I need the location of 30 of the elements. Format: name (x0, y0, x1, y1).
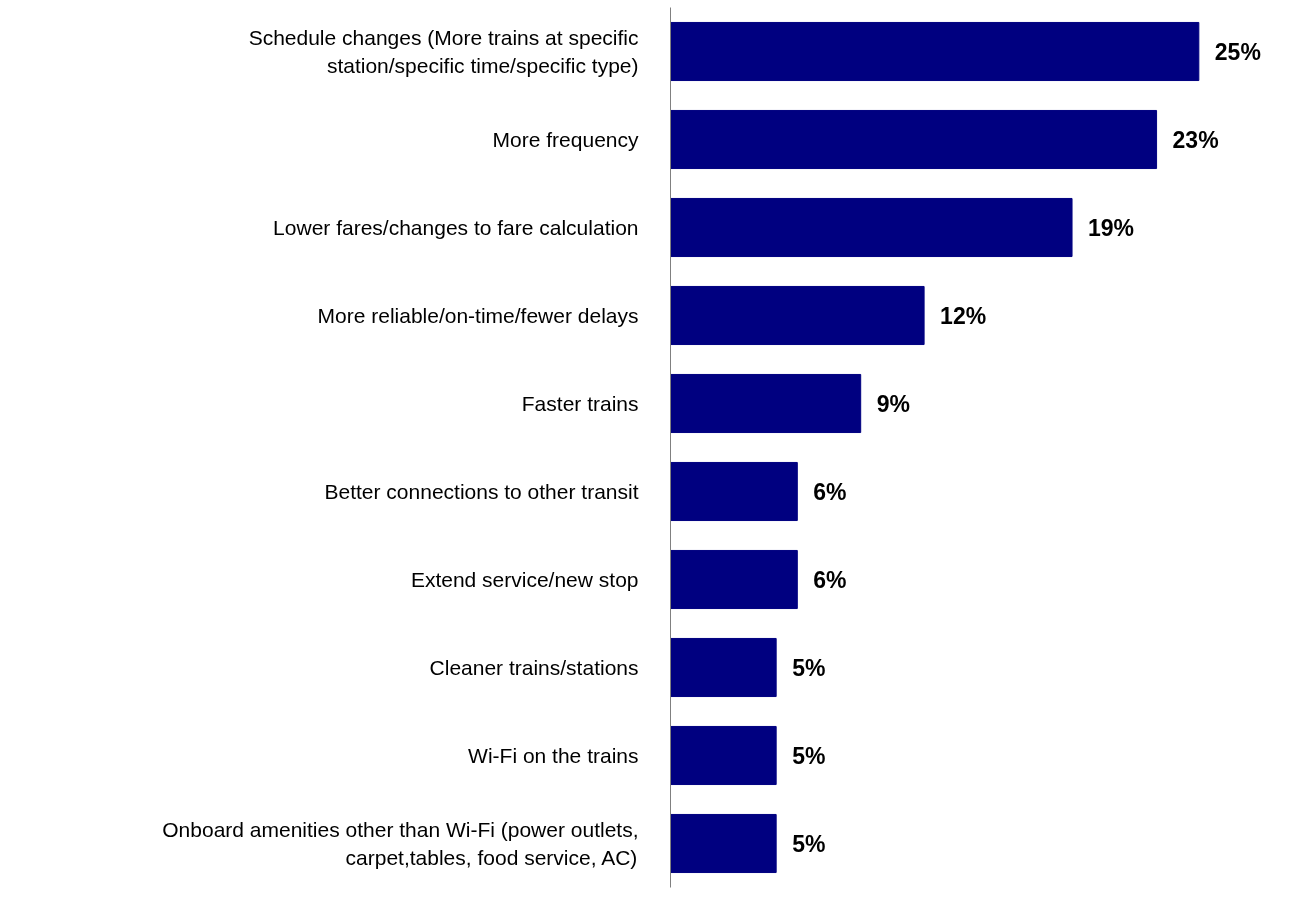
y-tick-label: Faster trains (521, 392, 639, 415)
data-label: 19% (1088, 214, 1135, 241)
bar (670, 637, 777, 698)
y-tick-label: Extend service/new stop (410, 568, 639, 591)
data-label: 5% (792, 654, 826, 681)
bar (670, 725, 777, 786)
y-tick-label: More frequency (492, 128, 639, 151)
data-label: 6% (813, 566, 847, 593)
y-tick-label: Wi-Fi on the trains (468, 744, 639, 767)
data-label: 5% (792, 742, 826, 769)
y-tick-label: Onboard amenities other than Wi-Fi (power outlets, carpet,tables, food service, AC) (162, 818, 639, 869)
data-label: 12% (940, 302, 987, 329)
bar (670, 373, 862, 434)
data-label: 6% (813, 478, 847, 505)
bar (670, 813, 777, 874)
y-tick-label: More reliable/on-time/fewer delays (317, 304, 639, 327)
bar (670, 461, 798, 522)
bar (670, 197, 1073, 258)
y-tick-label: Better connections to other transit (324, 480, 639, 503)
bar (670, 109, 1158, 170)
y-tick-label: Schedule changes (More trains at specific station/specific time/specific type) (248, 26, 639, 77)
y-tick-label: Cleaner trains/stations (429, 656, 639, 679)
bar (670, 549, 798, 610)
data-label: 5% (792, 830, 826, 857)
data-label: 25% (1214, 38, 1261, 65)
y-tick-label: Lower fares/changes to fare calculation (273, 216, 639, 239)
data-label: 9% (876, 390, 910, 417)
bar (670, 285, 925, 346)
bar (670, 21, 1200, 82)
data-label: 23% (1172, 126, 1219, 153)
